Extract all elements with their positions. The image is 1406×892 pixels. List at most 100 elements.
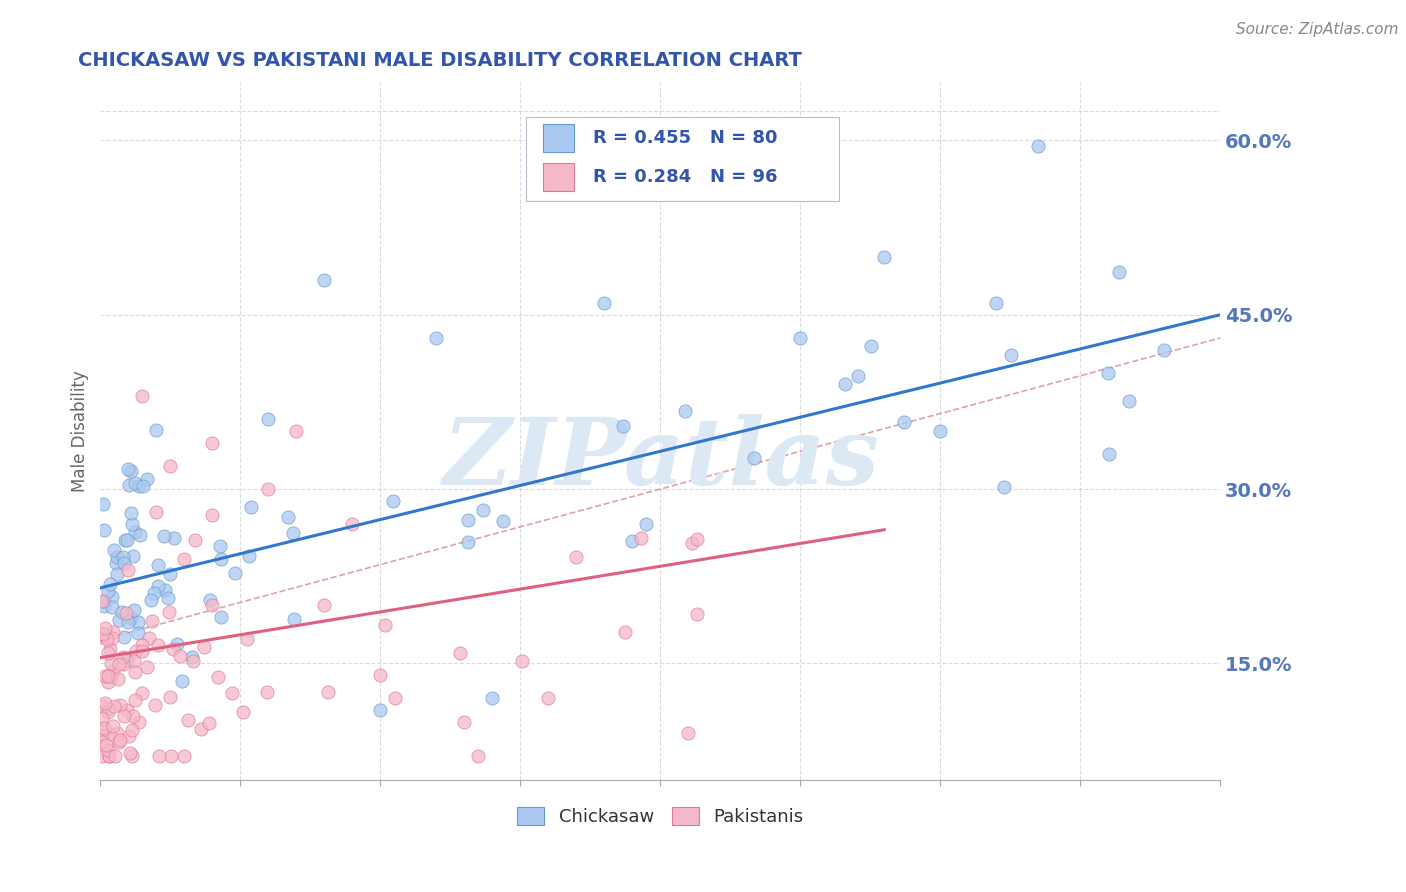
Point	[314, 599, 336, 613]
Point	[143, 698, 166, 712]
Point	[120, 611, 142, 625]
Point	[211, 609, 233, 624]
Point	[121, 723, 143, 738]
Point	[128, 715, 150, 730]
Point	[425, 331, 447, 345]
Point	[132, 479, 155, 493]
Point	[491, 514, 513, 528]
Point	[91, 721, 114, 735]
Point	[124, 665, 146, 679]
Point	[929, 424, 952, 438]
Point	[114, 533, 136, 547]
FancyBboxPatch shape	[543, 125, 574, 153]
Point	[131, 644, 153, 658]
Point	[122, 549, 145, 563]
Point	[91, 711, 114, 725]
Point	[207, 670, 229, 684]
Point	[257, 412, 280, 426]
Text: Source: ZipAtlas.com: Source: ZipAtlas.com	[1236, 22, 1399, 37]
Point	[124, 692, 146, 706]
Point	[368, 703, 391, 717]
Point	[198, 593, 221, 607]
Point	[153, 582, 176, 597]
Point	[277, 510, 299, 524]
Point	[105, 556, 128, 570]
Point	[893, 415, 915, 429]
Point	[104, 749, 127, 764]
Point	[145, 423, 167, 437]
Point	[457, 534, 479, 549]
Point	[201, 599, 224, 613]
Point	[97, 702, 120, 716]
Point	[136, 660, 159, 674]
Point	[742, 451, 765, 466]
Point	[120, 747, 142, 761]
Point	[318, 685, 340, 699]
Point	[97, 749, 120, 764]
Point	[131, 686, 153, 700]
Point	[97, 727, 120, 741]
Point	[90, 594, 112, 608]
Point	[467, 749, 489, 764]
Point	[281, 526, 304, 541]
Point	[93, 722, 115, 736]
Point	[96, 632, 118, 647]
Point	[97, 669, 120, 683]
Point	[138, 631, 160, 645]
Point	[108, 732, 131, 747]
Point	[157, 591, 180, 606]
Point	[117, 615, 139, 630]
Point	[1108, 265, 1130, 279]
FancyBboxPatch shape	[526, 117, 839, 201]
Point	[91, 735, 114, 749]
Legend: Chickasaw, Pakistanis: Chickasaw, Pakistanis	[510, 799, 811, 833]
Point	[209, 551, 232, 566]
Point	[686, 607, 709, 622]
Point	[257, 482, 280, 496]
Point	[100, 670, 122, 684]
Point	[224, 566, 246, 581]
Text: CHICKASAW VS PAKISTANI MALE DISABILITY CORRELATION CHART: CHICKASAW VS PAKISTANI MALE DISABILITY C…	[77, 51, 801, 70]
Point	[115, 653, 138, 667]
Point	[634, 516, 657, 531]
Point	[564, 550, 586, 565]
Point	[107, 735, 129, 749]
Point	[127, 625, 149, 640]
Point	[118, 730, 141, 744]
Point	[145, 505, 167, 519]
Point	[162, 642, 184, 657]
Point	[105, 566, 128, 581]
Point	[148, 749, 170, 764]
Point	[630, 531, 652, 545]
Point	[127, 615, 149, 629]
Point	[93, 523, 115, 537]
Point	[685, 533, 707, 547]
Point	[112, 550, 135, 565]
Point	[472, 503, 495, 517]
Point	[1000, 348, 1022, 362]
Point	[678, 726, 700, 740]
Point	[97, 674, 120, 689]
Point	[96, 647, 118, 661]
Point	[112, 556, 135, 570]
Point	[107, 672, 129, 686]
Point	[146, 579, 169, 593]
Point	[221, 686, 243, 700]
Point	[97, 743, 120, 757]
Point	[121, 517, 143, 532]
Point	[173, 749, 195, 764]
Point	[157, 605, 180, 619]
Point	[159, 690, 181, 704]
Point	[98, 642, 121, 657]
Point	[91, 627, 114, 641]
Point	[846, 369, 869, 384]
Point	[110, 698, 132, 713]
Point	[201, 508, 224, 523]
Point	[120, 463, 142, 477]
Point	[860, 339, 883, 353]
Point	[98, 749, 121, 764]
Point	[124, 476, 146, 491]
Point	[131, 389, 153, 403]
Point	[100, 577, 122, 591]
Point	[103, 699, 125, 714]
